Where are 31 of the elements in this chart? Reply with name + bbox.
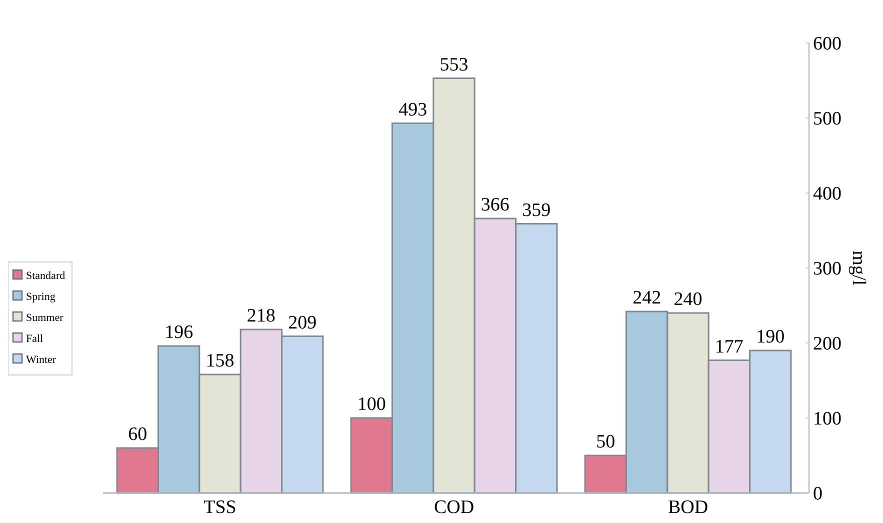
data-label: 209 — [288, 312, 317, 334]
y-tick-label: 100 — [813, 408, 842, 430]
legend-label: Summer — [26, 312, 64, 324]
y-tick-label: 300 — [813, 258, 842, 280]
data-label: 493 — [398, 99, 428, 120]
y-tick-label: 600 — [813, 34, 842, 55]
data-label: 242 — [632, 288, 662, 308]
data-label: 50 — [596, 432, 616, 452]
data-label: 190 — [756, 326, 785, 348]
y-axis-title: mg/l — [848, 250, 869, 286]
data-label: 196 — [164, 322, 194, 343]
y-tick-label: 500 — [813, 108, 842, 130]
data-label: 100 — [357, 394, 386, 415]
y-tick-label: 0 — [813, 484, 822, 505]
x-tick-label: TSS — [204, 497, 236, 518]
data-label: 366 — [480, 194, 510, 216]
data-label: 218 — [246, 306, 276, 326]
legend-label: Spring — [26, 290, 56, 303]
data-label: 60 — [128, 424, 148, 445]
data-label: 359 — [522, 200, 551, 221]
y-tick-label: 200 — [813, 334, 842, 355]
data-label: 240 — [674, 289, 702, 310]
y-tick-label: 400 — [813, 184, 842, 205]
legend-label: Fall — [26, 332, 44, 345]
data-label: 553 — [440, 54, 468, 76]
data-label: 158 — [206, 350, 234, 372]
legend-label: Standard — [26, 270, 66, 282]
legend-label: Winter — [26, 354, 56, 366]
x-tick-label: COD — [434, 497, 474, 518]
data-label: 177 — [714, 336, 744, 358]
x-tick-label: BOD — [668, 497, 708, 518]
